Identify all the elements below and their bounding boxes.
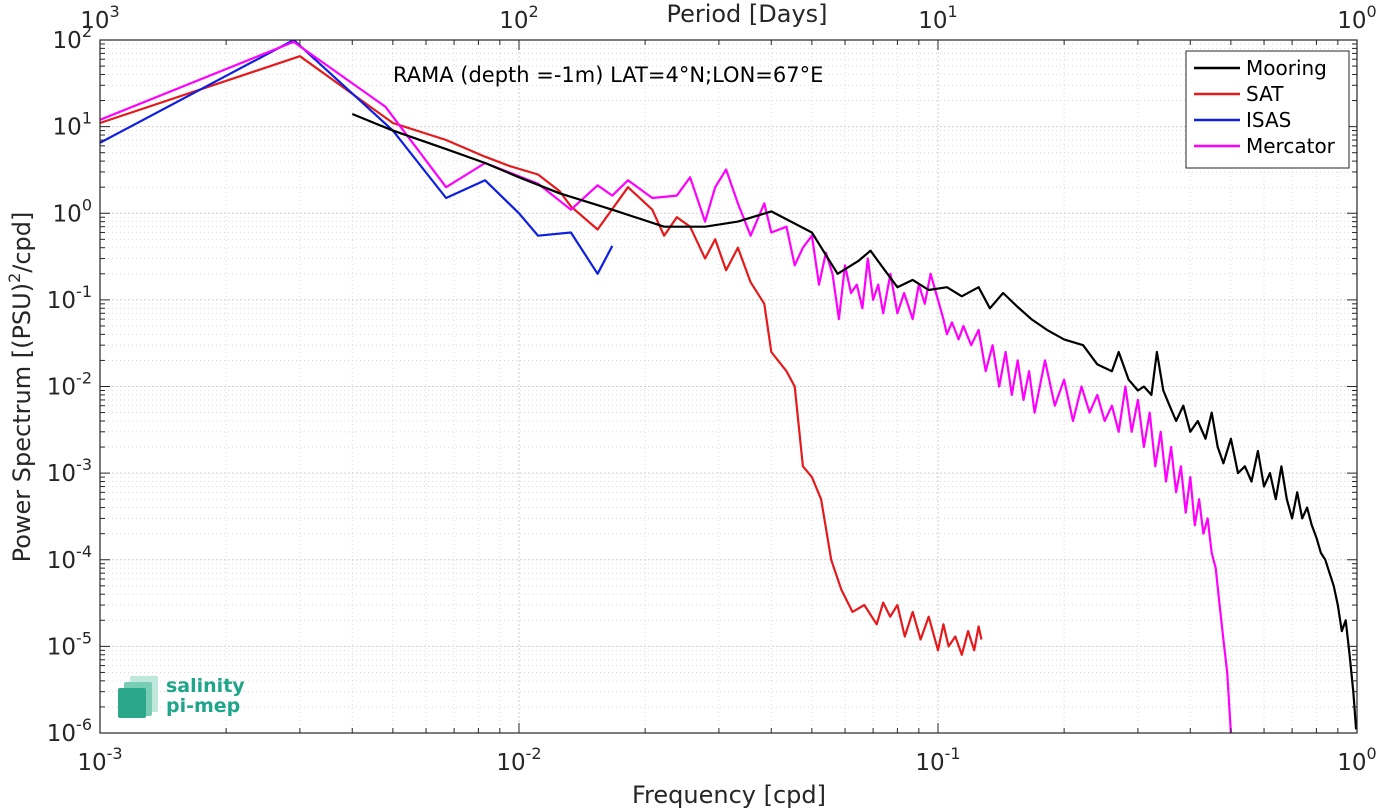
series-line-isas xyxy=(100,40,614,275)
y-axis-label-prefix: Power Spectrum [(PSU) xyxy=(8,283,36,562)
legend-label-sat: SAT xyxy=(1246,82,1284,106)
series-layer xyxy=(100,40,1357,733)
y-tick-label: 100 xyxy=(53,195,92,227)
top-tick-label: 102 xyxy=(499,2,538,34)
logo-text-line2: pi-mep xyxy=(166,695,240,717)
x-axis-label: Frequency [cpd] xyxy=(632,781,826,809)
x-tick-label: 10-2 xyxy=(496,744,541,776)
logo-wave-3 xyxy=(118,688,146,718)
y-tick-label: 102 xyxy=(53,22,92,54)
y-tick-label: 10-1 xyxy=(47,282,92,314)
x-tick-label: 10-3 xyxy=(77,744,122,776)
y-tick-label: 10-6 xyxy=(47,715,92,747)
minor-grid xyxy=(100,40,1357,733)
y-axis-label: Power Spectrum [(PSU)2/cpd] xyxy=(5,212,36,563)
legend-label-isas: ISAS xyxy=(1246,108,1291,132)
series-line-sat xyxy=(100,55,983,656)
logo-text-line1: salinity xyxy=(166,675,245,697)
top-tick-label: 100 xyxy=(1337,2,1376,34)
top-tick-label: 101 xyxy=(918,2,957,34)
y-tick-label: 10-4 xyxy=(47,542,92,574)
y-tick-label: 10-2 xyxy=(47,369,92,401)
x-tick-label: 100 xyxy=(1337,744,1376,776)
legend-box xyxy=(1185,50,1350,169)
top-axis-label: Period [Days] xyxy=(666,0,827,28)
x-tick-label: 10-1 xyxy=(915,744,960,776)
legend-label-mercator: Mercator xyxy=(1246,134,1336,158)
tick-marks xyxy=(99,39,1358,734)
salinity-pi-mep-logo: salinity pi-mep xyxy=(118,675,245,718)
y-tick-label: 10-3 xyxy=(47,455,92,487)
y-tick-label: 101 xyxy=(53,109,92,141)
legend-label-mooring: Mooring xyxy=(1246,56,1327,80)
top-tick-label: 103 xyxy=(80,2,119,34)
series-line-mooring xyxy=(351,112,1357,730)
y-tick-label: 10-5 xyxy=(47,628,92,660)
series-line-mercator xyxy=(100,40,1232,733)
y-axis-label-sup: 2 xyxy=(5,273,24,283)
chart-annotation: RAMA (depth =-1m) LAT=4°N;LON=67°E xyxy=(393,63,823,87)
y-axis-label-suffix: /cpd] xyxy=(8,212,36,273)
